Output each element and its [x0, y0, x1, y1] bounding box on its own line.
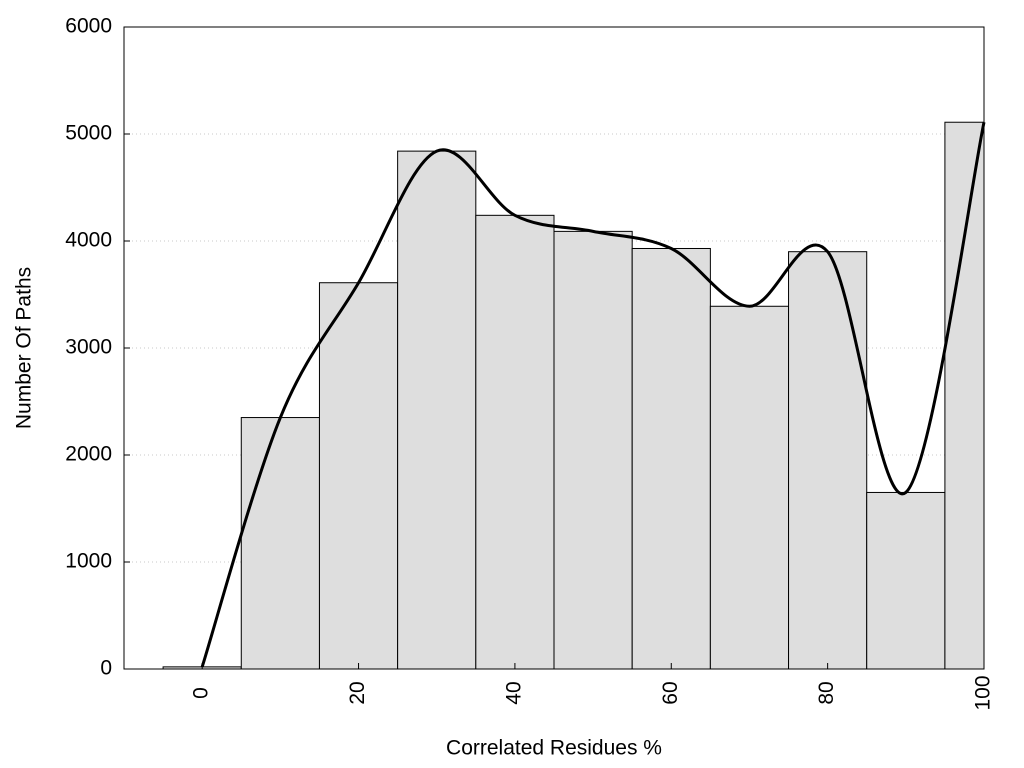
y-tick-label: 4000 [65, 229, 112, 252]
y-tick-label: 3000 [65, 336, 112, 359]
bar [944, 121, 984, 669]
y-tick-label: 5000 [65, 122, 112, 145]
bar [240, 417, 320, 669]
y-tick-label: 1000 [65, 550, 112, 573]
x-tick-label: 60 [659, 681, 682, 704]
bar [631, 247, 711, 669]
bar [553, 230, 633, 669]
smooth-line [200, 121, 986, 668]
bar [788, 251, 868, 669]
x-tick-label: 40 [502, 681, 525, 704]
x-tick-label: 0 [190, 687, 213, 699]
bar [397, 150, 477, 669]
x-tick-label: 100 [972, 675, 995, 710]
bar [709, 305, 790, 669]
x-axis-title: Correlated Residues % [446, 737, 662, 760]
y-axis-title: Number Of Paths [13, 267, 36, 429]
bar [866, 491, 946, 669]
bar [318, 282, 399, 669]
y-tick-label: 0 [100, 657, 112, 680]
x-tick-label: 80 [815, 681, 838, 704]
y-tick-label: 2000 [65, 443, 112, 466]
bar [475, 214, 555, 669]
x-tick-label: 20 [346, 681, 369, 704]
y-tick-label: 6000 [65, 15, 112, 38]
